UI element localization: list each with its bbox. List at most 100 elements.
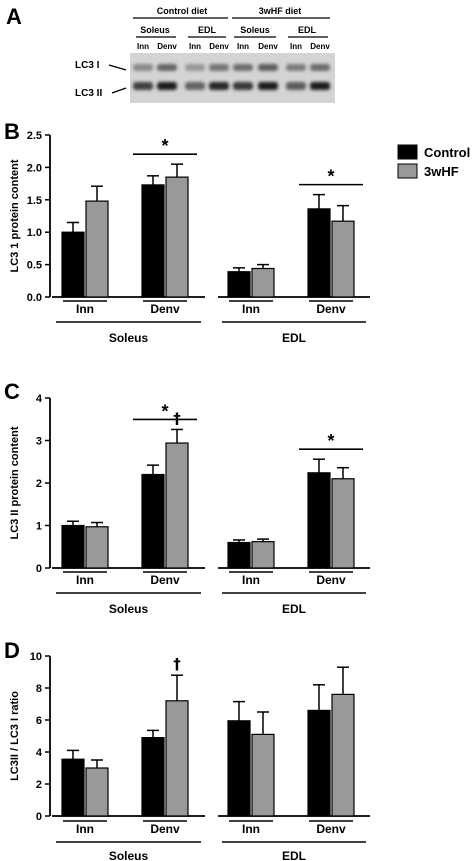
blot-band-lc3-ii bbox=[258, 82, 278, 90]
y-tick-label: 1.0 bbox=[27, 227, 42, 239]
x-category-label: Denv bbox=[316, 822, 346, 836]
bar-control bbox=[307, 472, 331, 569]
x-category-label: Inn bbox=[242, 822, 260, 836]
y-axis-title: LC3 1 protein content bbox=[9, 159, 21, 272]
y-axis-title: LC3 II protein content bbox=[9, 426, 21, 539]
bar-control bbox=[141, 736, 165, 817]
blot-band-lc3-i bbox=[233, 64, 253, 71]
blot-muscle-edl-2: EDL bbox=[298, 25, 317, 35]
panel-letter-a: A bbox=[6, 4, 22, 29]
y-tick-label: 2.0 bbox=[27, 162, 42, 174]
bar-3whf bbox=[251, 733, 275, 817]
bar-control bbox=[227, 541, 251, 569]
bar-3whf bbox=[165, 700, 189, 817]
blot-lane-label: Denv bbox=[157, 42, 177, 51]
blot-image bbox=[130, 53, 335, 103]
group-label: EDL bbox=[282, 602, 306, 616]
x-category-label: Inn bbox=[242, 573, 260, 587]
y-tick-label: 4 bbox=[36, 747, 43, 759]
panel-d-ratio-chart: 0 2 4 6 8 10 LC3II / LC3 I ratio Inn Denv Inn Denv… bbox=[9, 651, 370, 861]
x-category-label: Denv bbox=[150, 822, 180, 836]
bar-control bbox=[307, 709, 331, 817]
blot-muscle-edl-1: EDL bbox=[198, 25, 217, 35]
legend-swatch-3whf bbox=[397, 163, 418, 179]
group-label: Soleus bbox=[109, 602, 149, 616]
bar-3whf bbox=[251, 267, 275, 298]
blot-band-lc3-ii bbox=[133, 82, 153, 90]
blot-band-lc3-ii bbox=[310, 82, 330, 90]
y-tick-label: 10 bbox=[30, 651, 42, 663]
blot-lane-label: Denv bbox=[209, 42, 229, 51]
x-category-label: Inn bbox=[76, 573, 94, 587]
significance-asterisk: * bbox=[327, 167, 334, 187]
legend-label-control: Control bbox=[424, 145, 470, 160]
y-tick-label: 1 bbox=[36, 521, 42, 533]
bar-control bbox=[227, 271, 251, 298]
bar-3whf bbox=[165, 442, 189, 569]
group-label: EDL bbox=[282, 849, 306, 861]
group-label: EDL bbox=[282, 331, 306, 345]
blot-muscle-soleus-1: Soleus bbox=[140, 25, 170, 35]
significance-asterisk: * bbox=[161, 136, 168, 156]
blot-band-pointer-lc3-i bbox=[108, 64, 127, 71]
x-category-label: Denv bbox=[150, 302, 180, 316]
y-tick-label: 2 bbox=[36, 779, 42, 791]
blot-diet-hf: 3wHF diet bbox=[259, 6, 302, 16]
y-tick-label: 2.5 bbox=[27, 130, 42, 142]
bar-3whf bbox=[331, 693, 355, 817]
blot-lane-labels: Inn Denv Inn Denv Inn Denv Inn Denv bbox=[137, 42, 330, 51]
y-tick-label: 2 bbox=[36, 478, 42, 490]
blot-lane-label: Inn bbox=[237, 42, 249, 51]
blot-band-lc3-i bbox=[286, 64, 306, 71]
blot-lane-label: Denv bbox=[258, 42, 278, 51]
blot-band-label-lc3-i: LC3 I bbox=[75, 60, 100, 71]
y-tick-label: 0 bbox=[36, 563, 42, 575]
bar-3whf bbox=[331, 220, 355, 298]
bar-3whf bbox=[165, 176, 189, 298]
x-category-label: Inn bbox=[242, 302, 260, 316]
bar-control bbox=[307, 208, 331, 298]
bar-control bbox=[141, 184, 165, 298]
blot-band-lc3-i bbox=[310, 64, 330, 71]
blot-muscle-soleus-2: Soleus bbox=[240, 25, 270, 35]
bar-3whf bbox=[251, 541, 275, 569]
x-category-label: Denv bbox=[316, 302, 346, 316]
group-label: Soleus bbox=[109, 331, 149, 345]
bar-control bbox=[61, 758, 85, 817]
significance-asterisk: * bbox=[327, 431, 334, 451]
y-tick-label: 0.5 bbox=[27, 260, 42, 272]
panel-c-lc3-ii-chart: 0 1 2 3 4 LC3 II protein content Inn Denv Inn Den… bbox=[9, 393, 370, 616]
y-tick-label: 3 bbox=[36, 436, 42, 448]
blot-membrane bbox=[130, 53, 335, 103]
blot-band-pointer-lc3-ii bbox=[111, 87, 127, 94]
blot-band-lc3-i bbox=[185, 64, 205, 71]
group-label: Soleus bbox=[109, 849, 149, 861]
x-category-label: Inn bbox=[76, 822, 94, 836]
y-tick-label: 6 bbox=[36, 715, 42, 727]
legend-label-3whf: 3wHF bbox=[424, 164, 459, 179]
blot-band-lc3-i bbox=[133, 64, 153, 71]
panel-letter-d: D bbox=[4, 638, 20, 663]
y-tick-label: 1.5 bbox=[27, 195, 42, 207]
blot-band-lc3-i bbox=[258, 64, 278, 71]
legend-swatch-control bbox=[397, 144, 418, 160]
y-tick-label: 0.0 bbox=[27, 292, 42, 304]
x-category-label: Denv bbox=[316, 573, 346, 587]
blot-bands bbox=[133, 64, 330, 90]
bar-3whf bbox=[85, 767, 109, 817]
blot-band-lc3-ii bbox=[185, 82, 205, 90]
bar-3whf bbox=[85, 200, 109, 298]
y-axis-title: LC3II / LC3 I ratio bbox=[9, 691, 21, 781]
bar-control bbox=[141, 473, 165, 569]
x-category-label: Denv bbox=[150, 573, 180, 587]
blot-diet-control: Control diet bbox=[157, 6, 208, 16]
blot-lane-label: Inn bbox=[290, 42, 302, 51]
y-tick-label: 4 bbox=[36, 393, 43, 405]
blot-band-lc3-i bbox=[209, 64, 229, 71]
legend: Control 3wHF bbox=[397, 144, 470, 179]
blot-band-label-lc3-ii: LC3 II bbox=[75, 88, 102, 99]
blot-lane-label: Inn bbox=[137, 42, 149, 51]
y-tick-label: 8 bbox=[36, 683, 42, 695]
bar-control bbox=[61, 524, 85, 569]
